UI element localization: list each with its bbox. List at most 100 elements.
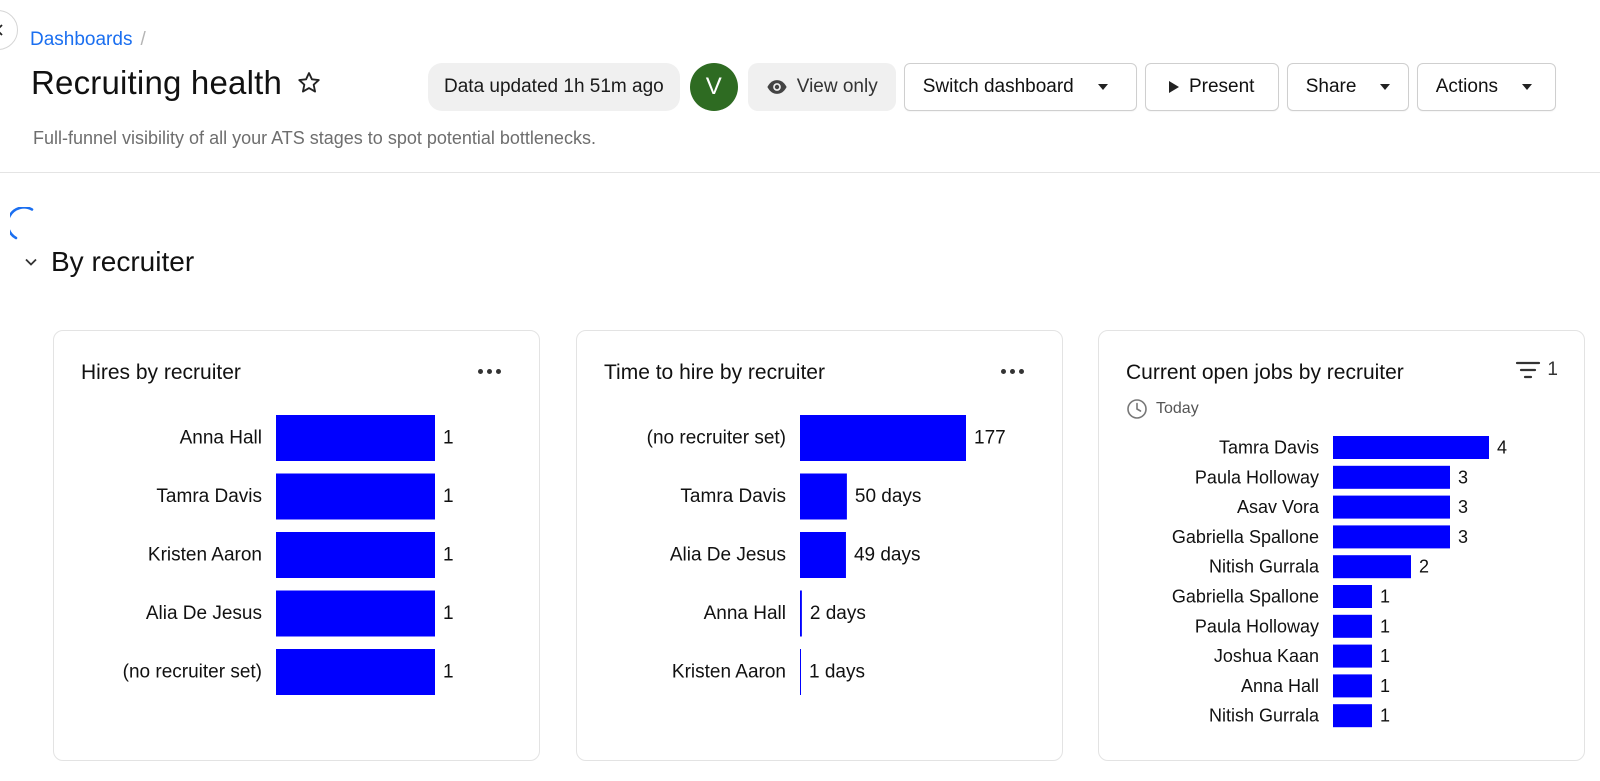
more-icon[interactable]	[478, 369, 501, 374]
value-label: 2	[1419, 557, 1429, 577]
bar[interactable]	[1333, 555, 1411, 579]
header-toolbar: Data updated 1h 51m ago V View only Swit…	[428, 63, 1556, 111]
section-header-by-recruiter[interactable]: By recruiter	[23, 246, 194, 278]
bar[interactable]	[1333, 614, 1372, 638]
bar[interactable]	[800, 590, 802, 637]
category-label: (no recruiter set)	[123, 662, 262, 683]
filter-icon	[1516, 361, 1541, 379]
bar[interactable]	[276, 415, 435, 461]
chevron-left-icon	[0, 24, 3, 36]
bar[interactable]	[800, 473, 847, 520]
category-label: Asav Vora	[1237, 497, 1320, 517]
category-label: Nitish Gurrala	[1209, 557, 1320, 577]
bar[interactable]	[800, 415, 966, 461]
value-label: 1	[1380, 706, 1390, 726]
value-label: 49 days	[854, 545, 921, 566]
bar[interactable]	[1333, 465, 1450, 489]
value-label: 1	[1380, 587, 1390, 607]
category-label: Anna Hall	[1241, 676, 1319, 696]
value-label: 1	[443, 603, 454, 624]
filter-count: 1	[1547, 359, 1558, 380]
switch-dashboard-button[interactable]: Switch dashboard	[903, 63, 1137, 111]
eye-icon	[767, 80, 787, 94]
title-row: Recruiting health	[31, 64, 322, 102]
category-label: Tamra Davis	[680, 486, 786, 507]
actions-label: Actions	[1435, 76, 1499, 97]
bar[interactable]	[1333, 585, 1372, 608]
category-label: Gabriella Spallone	[1172, 527, 1319, 547]
open-jobs-chart: Tamra Davis 4 Paula Holloway 3 Asav Vora 3 Gab…	[1172, 436, 1507, 728]
category-label: Alia De Jesus	[670, 545, 786, 566]
value-label: 1 days	[809, 662, 865, 683]
time-to-hire-chart: (no recruiter set) 177 Tamra Davis 50 days A…	[647, 415, 1006, 695]
filter-button[interactable]: 1	[1515, 359, 1558, 381]
play-icon	[1168, 81, 1179, 93]
bar[interactable]	[1333, 495, 1450, 519]
switch-dashboard-label: Switch dashboard	[922, 76, 1074, 97]
category-label: Paula Holloway	[1195, 616, 1319, 636]
category-label: Tamra Davis	[156, 486, 262, 507]
value-label: 177	[974, 428, 1006, 449]
bar[interactable]	[276, 532, 435, 578]
category-label: Kristen Aaron	[672, 662, 786, 683]
caret-down-icon	[1522, 84, 1533, 90]
bar[interactable]	[1333, 644, 1372, 668]
category-label: Nitish Gurrala	[1209, 706, 1320, 726]
value-label: 1	[443, 428, 454, 449]
value-label: 4	[1497, 438, 1507, 458]
caret-down-icon	[1380, 84, 1391, 90]
time-to-hire-card: Time to hire by recruiter (no recruiter …	[576, 330, 1063, 761]
card-title: Hires by recruiter	[81, 361, 241, 384]
value-label: 3	[1458, 527, 1468, 547]
view-only-badge: View only	[747, 63, 896, 111]
value-label: 1	[443, 486, 454, 507]
date-range-chip: Today	[1126, 398, 1199, 420]
bar[interactable]	[1333, 436, 1489, 459]
category-label: Anna Hall	[180, 428, 262, 449]
header-divider	[0, 172, 1600, 173]
bar[interactable]	[800, 532, 846, 578]
category-label: Gabriella Spallone	[1172, 587, 1319, 607]
category-label: Joshua Kaan	[1214, 646, 1319, 666]
section-title: By recruiter	[51, 246, 195, 277]
value-label: 1	[443, 662, 454, 683]
chevron-down-icon	[25, 258, 37, 266]
loading-spinner-icon	[10, 207, 34, 240]
breadcrumb-dashboards-link[interactable]: Dashboards	[30, 29, 133, 50]
data-updated-badge: Data updated 1h 51m ago	[428, 63, 680, 111]
bar[interactable]	[276, 590, 435, 637]
value-label: 2 days	[810, 603, 866, 624]
value-label: 1	[443, 545, 454, 566]
star-icon[interactable]	[296, 70, 322, 96]
bar[interactable]	[800, 649, 801, 695]
share-button[interactable]: Share	[1286, 63, 1409, 111]
date-range-label: Today	[1156, 400, 1199, 417]
breadcrumb-separator: /	[140, 29, 146, 50]
back-button[interactable]	[0, 10, 18, 50]
bar[interactable]	[276, 473, 435, 520]
open-jobs-card: Current open jobs by recruiter 1 Today T…	[1098, 330, 1585, 761]
actions-button[interactable]: Actions	[1416, 63, 1556, 111]
bar[interactable]	[1333, 674, 1372, 698]
value-label: 1	[1380, 646, 1390, 666]
card-title: Current open jobs by recruiter	[1126, 361, 1404, 384]
category-label: Anna Hall	[704, 603, 786, 624]
more-icon[interactable]	[1001, 369, 1024, 374]
bar[interactable]	[1333, 525, 1450, 549]
bar[interactable]	[1333, 704, 1372, 728]
value-label: 3	[1458, 497, 1468, 517]
page-title: Recruiting health	[31, 64, 283, 101]
view-only-label: View only	[796, 76, 878, 97]
value-label: 50 days	[855, 486, 922, 507]
breadcrumb: Dashboards /	[30, 29, 146, 51]
category-label: (no recruiter set)	[647, 428, 786, 449]
present-label: Present	[1188, 76, 1255, 97]
category-label: Kristen Aaron	[148, 545, 262, 566]
value-label: 1	[1380, 676, 1390, 696]
avatar[interactable]: V	[689, 63, 738, 111]
category-label: Alia De Jesus	[146, 603, 262, 624]
hires-by-recruiter-chart: Anna Hall 1 Tamra Davis 1 Kristen Aaron 1 Alia…	[123, 415, 454, 695]
present-button[interactable]: Present	[1144, 63, 1279, 111]
bar[interactable]	[276, 649, 435, 695]
category-label: Tamra Davis	[1219, 438, 1319, 458]
